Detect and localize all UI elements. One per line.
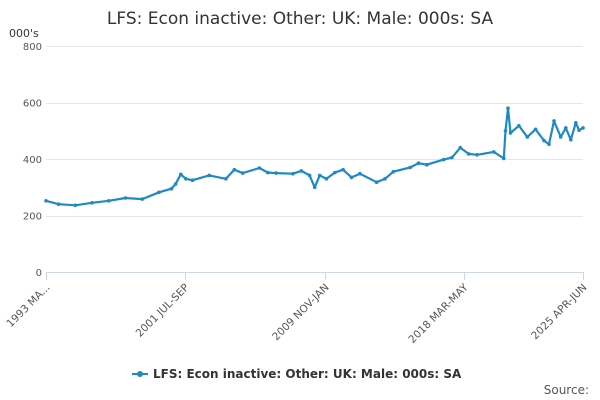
source-label: Source: [544,383,589,397]
data-point[interactable] [502,156,506,161]
data-point[interactable] [169,186,174,191]
data-point[interactable] [274,171,279,175]
data-point[interactable] [569,138,573,142]
data-point[interactable] [299,169,304,173]
data-point[interactable] [179,172,183,177]
data-point[interactable] [408,165,412,170]
data-point[interactable] [90,201,94,205]
gridlines [46,46,583,217]
y-tick-label: 0 [36,268,42,279]
data-point[interactable] [324,177,329,181]
legend-marker-icon [137,371,143,377]
data-point[interactable] [341,167,345,172]
data-point[interactable] [508,131,513,135]
data-point[interactable] [416,161,421,165]
data-point[interactable] [564,126,568,130]
legend[interactable]: LFS: Econ inactive: Other: UK: Male: 000… [132,367,462,381]
chart-title: LFS: Econ inactive: Other: UK: Male: 000… [107,9,494,29]
y-tick-label: 400 [23,155,42,166]
data-point[interactable] [312,185,317,190]
data-point[interactable] [581,126,585,130]
data-point[interactable] [190,178,195,182]
x-tick-label: 2025 APR-JUN [529,282,589,342]
x-tick-label: 2001 JUL-SEP [134,282,192,340]
data-point[interactable] [542,138,546,143]
data-point[interactable] [107,199,111,203]
data-point[interactable] [466,152,471,156]
data-point[interactable] [533,127,538,132]
data-point[interactable] [475,153,479,157]
x-tick-label: 2009 NOV-JAN [270,282,331,343]
data-point[interactable] [574,121,578,125]
data-point[interactable] [458,145,463,150]
data-point[interactable] [207,173,211,178]
data-point[interactable] [517,123,521,128]
data-point[interactable] [224,177,228,181]
data-point[interactable] [383,177,387,181]
data-point[interactable] [547,142,551,147]
series-layer [44,106,585,208]
data-point[interactable] [506,106,510,110]
data-point[interactable] [552,119,556,123]
data-point[interactable] [240,171,245,175]
data-point[interactable] [157,190,161,195]
data-point[interactable] [391,169,396,174]
data-point[interactable] [503,129,508,133]
data-point[interactable] [358,171,362,176]
data-point[interactable] [349,175,354,180]
data-point[interactable] [425,162,429,167]
data-point[interactable] [291,171,295,176]
data-point[interactable] [44,199,48,203]
data-point[interactable] [317,173,322,178]
y-axis-ticks: 0 200 400 600 800 [23,42,42,279]
data-point[interactable] [374,180,379,184]
y-axis-unit: 000's [9,27,39,40]
x-axis-ticks: 1993 MA... 2001 JUL-SEP 2009 NOV-JAN 2018 M… [4,272,590,346]
data-point[interactable] [450,155,454,160]
data-point[interactable] [492,150,496,154]
legend-label: LFS: Econ inactive: Other: UK: Male: 000… [153,367,462,381]
data-point[interactable] [140,197,145,201]
x-tick-label: 2018 MAR-MAY [406,281,471,346]
data-point[interactable] [173,182,178,186]
data-point[interactable] [184,177,188,181]
data-point[interactable] [558,135,563,139]
data-point[interactable] [232,167,237,172]
y-tick-label: 600 [23,99,42,110]
data-point[interactable] [333,170,337,175]
data-point[interactable] [56,202,61,206]
data-point[interactable] [123,196,128,200]
data-point[interactable] [441,157,446,162]
data-point[interactable] [525,135,530,139]
data-point[interactable] [266,170,270,175]
data-point[interactable] [73,203,78,208]
data-point[interactable] [257,166,262,170]
x-tick-label: 1993 MA... [4,282,52,330]
y-tick-label: 800 [23,42,42,53]
series-line [44,107,585,207]
y-tick-label: 200 [23,212,42,223]
data-point[interactable] [307,173,312,178]
data-point[interactable] [577,128,581,132]
